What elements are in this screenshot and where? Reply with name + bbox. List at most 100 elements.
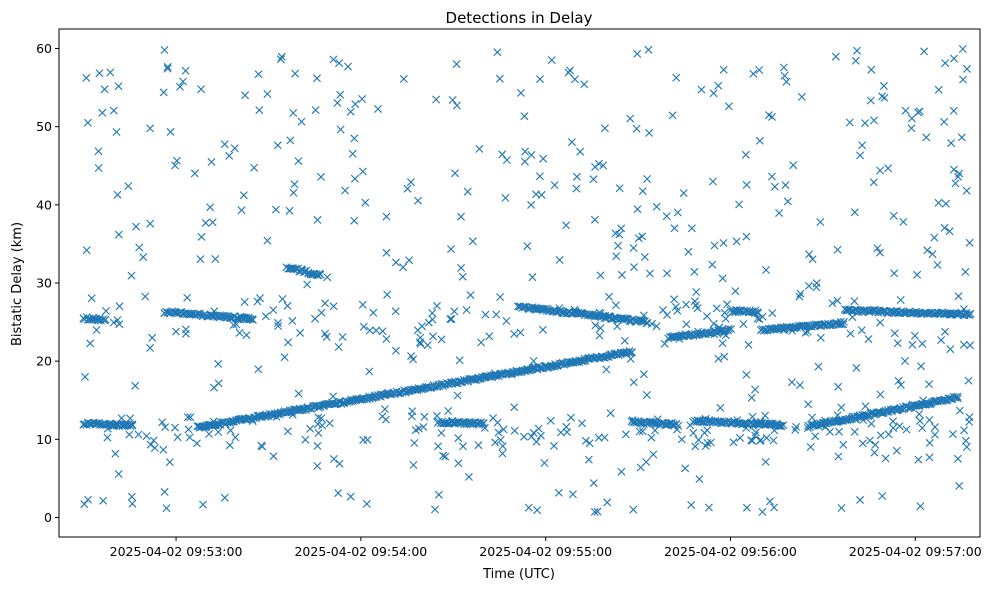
data-point: [454, 459, 463, 468]
data-point: [617, 270, 626, 279]
data-point: [125, 430, 134, 439]
data-point: [495, 74, 504, 83]
data-point: [639, 370, 648, 379]
data-point: [448, 416, 457, 425]
data-point: [670, 295, 679, 304]
data-point: [417, 385, 426, 394]
data-point: [589, 479, 598, 488]
data-point: [629, 244, 638, 252]
data-point: [870, 116, 878, 125]
data-point: [639, 311, 648, 320]
data-point: [318, 421, 327, 430]
data-point: [907, 114, 916, 123]
data-point: [126, 414, 135, 423]
data-point: [770, 182, 779, 191]
y-tick-label: 60: [36, 41, 52, 56]
data-point: [498, 150, 507, 159]
data-point: [922, 133, 931, 142]
data-point: [695, 475, 704, 484]
data-point: [474, 441, 483, 450]
data-point: [864, 335, 873, 344]
data-point: [491, 438, 500, 447]
data-point: [406, 178, 415, 187]
data-point: [764, 111, 773, 120]
data-point: [751, 428, 760, 437]
data-point: [341, 186, 350, 195]
data-point: [457, 212, 465, 221]
data-point: [294, 389, 303, 398]
data-point: [640, 253, 649, 261]
data-point: [146, 124, 155, 133]
data-point: [294, 157, 303, 166]
data-point: [498, 449, 507, 458]
data-point: [681, 464, 690, 473]
data-point: [492, 310, 501, 319]
data-point: [288, 410, 297, 419]
data-point: [391, 307, 400, 316]
data-point: [263, 90, 272, 98]
data-point: [301, 435, 310, 444]
data-point: [448, 96, 457, 104]
data-point: [954, 394, 962, 403]
data-point: [280, 353, 289, 362]
data-point: [99, 496, 108, 505]
data-point: [770, 426, 779, 435]
data-point: [789, 161, 798, 170]
data-point: [925, 416, 934, 424]
data-point: [889, 211, 898, 220]
x-tick-label: 2025-04-02 09:53:00: [110, 544, 243, 559]
data-point: [833, 296, 842, 305]
data-point: [567, 138, 576, 147]
data-point: [273, 141, 282, 150]
data-point: [208, 218, 217, 227]
data-point: [419, 423, 428, 431]
data-point: [230, 144, 239, 153]
data-point: [313, 420, 322, 429]
data-point: [321, 299, 330, 308]
data-point: [826, 321, 835, 330]
data-point: [742, 232, 751, 241]
data-point: [612, 252, 621, 261]
data-point: [835, 320, 844, 329]
data-point: [846, 329, 855, 338]
data-point: [254, 70, 263, 79]
data-point: [630, 263, 638, 272]
data-point: [804, 400, 813, 409]
data-point: [499, 425, 508, 434]
data-point: [591, 163, 599, 171]
data-point: [131, 381, 140, 390]
data-point: [113, 190, 122, 199]
data-point: [638, 187, 647, 196]
data-point: [964, 376, 973, 385]
data-point: [912, 307, 921, 316]
data-point: [626, 354, 635, 363]
data-point: [806, 443, 815, 451]
data-point: [283, 301, 292, 310]
data-point: [546, 416, 555, 425]
data-point: [358, 167, 367, 176]
data-point: [359, 322, 368, 331]
data-point: [965, 417, 974, 426]
data-point: [338, 333, 347, 341]
data-point: [94, 147, 103, 156]
data-point: [889, 417, 897, 426]
data-point: [290, 180, 299, 189]
data-point: [629, 378, 638, 387]
data-point: [955, 481, 964, 490]
data-point: [439, 451, 448, 460]
data-point: [814, 362, 823, 371]
data-point: [350, 174, 359, 183]
data-point: [626, 114, 635, 123]
data-point: [211, 255, 220, 263]
data-point: [672, 73, 681, 82]
data-point: [521, 147, 530, 156]
data-point: [871, 440, 880, 449]
data-point: [288, 316, 297, 325]
data-point: [733, 416, 742, 425]
data-point: [756, 437, 765, 445]
data-point: [966, 341, 975, 350]
data-point: [801, 328, 810, 337]
data-point: [697, 85, 706, 94]
data-point: [590, 507, 599, 516]
